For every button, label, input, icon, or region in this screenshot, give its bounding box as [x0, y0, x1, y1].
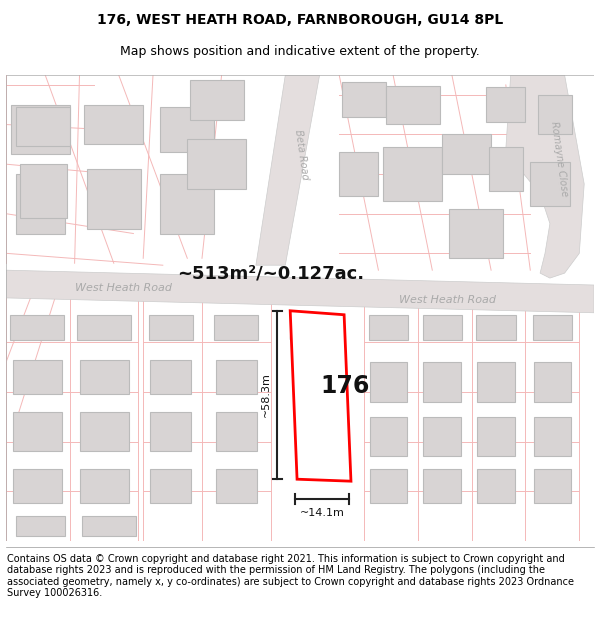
Bar [16, 516, 65, 536]
Bar [13, 469, 62, 504]
Bar [424, 362, 461, 402]
Polygon shape [506, 75, 584, 278]
Bar [150, 412, 191, 451]
Bar [442, 134, 491, 174]
Bar [82, 516, 136, 536]
Polygon shape [256, 75, 320, 265]
Bar [13, 360, 62, 394]
Bar [85, 105, 143, 144]
Bar [478, 417, 515, 456]
Bar [341, 82, 386, 117]
Polygon shape [297, 456, 337, 479]
Bar [534, 469, 571, 504]
Text: 176: 176 [320, 374, 370, 398]
Text: 176, WEST HEATH ROAD, FARNBOROUGH, GU14 8PL: 176, WEST HEATH ROAD, FARNBOROUGH, GU14 … [97, 13, 503, 27]
Bar [449, 209, 503, 258]
Bar [79, 412, 128, 451]
Text: Contains OS data © Crown copyright and database right 2021. This information is : Contains OS data © Crown copyright and d… [7, 554, 574, 598]
Bar [486, 88, 526, 122]
Bar [476, 315, 515, 340]
Bar [370, 417, 407, 456]
Text: ~513m²/~0.127ac.: ~513m²/~0.127ac. [178, 264, 365, 282]
Bar [190, 80, 244, 119]
Text: ~58.3m: ~58.3m [261, 372, 271, 418]
Bar [422, 315, 462, 340]
Bar [534, 417, 571, 456]
Text: Beta Road: Beta Road [293, 128, 310, 180]
Bar [533, 315, 572, 340]
Bar [150, 469, 191, 504]
Text: West Heath Road: West Heath Road [398, 295, 496, 305]
Text: Map shows position and indicative extent of the property.: Map shows position and indicative extent… [120, 45, 480, 58]
Bar [160, 107, 214, 152]
Bar [149, 315, 193, 340]
Bar [370, 469, 407, 504]
Bar [386, 86, 440, 124]
Bar [383, 147, 442, 201]
Bar [530, 162, 569, 206]
Bar [10, 315, 64, 340]
Text: ~14.1m: ~14.1m [299, 508, 344, 518]
Bar [20, 164, 67, 218]
Bar [216, 412, 257, 451]
Bar [79, 469, 128, 504]
Bar [216, 360, 257, 394]
Bar [16, 174, 65, 234]
Bar [478, 469, 515, 504]
Bar [79, 360, 128, 394]
Bar [538, 95, 572, 134]
Polygon shape [6, 270, 594, 312]
Bar [339, 152, 379, 196]
Text: West Heath Road: West Heath Road [75, 283, 172, 293]
Bar [216, 469, 257, 504]
Text: Romayne Close: Romayne Close [550, 121, 570, 198]
Bar [160, 174, 214, 234]
Bar [187, 139, 246, 189]
Polygon shape [290, 311, 342, 342]
Bar [488, 147, 523, 191]
Bar [424, 417, 461, 456]
Bar [368, 315, 408, 340]
Bar [87, 169, 141, 229]
Bar [150, 360, 191, 394]
Bar [370, 362, 407, 402]
Bar [16, 107, 70, 146]
Bar [11, 105, 70, 154]
Bar [13, 412, 62, 451]
Bar [534, 362, 571, 402]
Bar [424, 469, 461, 504]
Bar [214, 315, 259, 340]
Polygon shape [290, 311, 351, 481]
Bar [478, 362, 515, 402]
Bar [77, 315, 131, 340]
